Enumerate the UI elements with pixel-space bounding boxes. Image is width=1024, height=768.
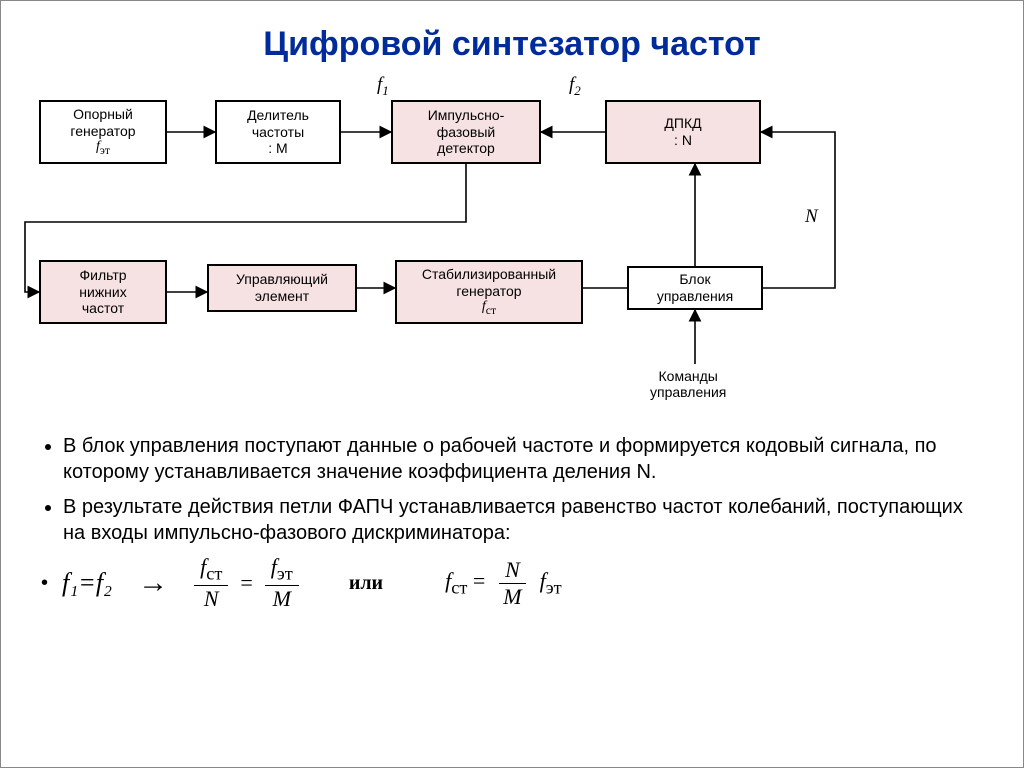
frac-fet-m: fэт M	[265, 556, 299, 610]
block-stab-gen: Стабилизированныйгенераторfст	[395, 260, 583, 324]
block-ctrl-unit: Блокуправления	[627, 266, 763, 310]
bullet-2: В результате действия петли ФАПЧ устанав…	[63, 495, 985, 546]
page-title: Цифровой синтезатор частот	[1, 1, 1023, 64]
block-divider-m: Делительчастоты: M	[215, 100, 341, 164]
annotation-N: N	[805, 206, 818, 228]
eq-fet: fэт	[540, 568, 562, 598]
annotation-f1: f1	[377, 74, 389, 99]
block-diagram: Опорныйгенераторfэт Делительчастоты: M Имп…	[15, 64, 975, 404]
bullet-1: В блок управления поступают данные о раб…	[63, 434, 985, 485]
block-ctrl-elem: Управляющийэлемент	[207, 264, 357, 312]
equals-1: =	[240, 570, 252, 596]
label-cmd: Командыуправления	[650, 368, 726, 400]
block-dpkd: ДПКД: N	[605, 100, 761, 164]
or-label: или	[349, 572, 383, 595]
frac-n-m: N M	[497, 559, 527, 608]
frac-fst-n: fст N	[194, 556, 228, 610]
block-ref-osc: Опорныйгенераторfэт	[39, 100, 167, 164]
block-lpf: Фильтрнижнихчастот	[39, 260, 167, 324]
arrow-icon: →	[138, 566, 168, 600]
eq-fst: fст =	[445, 568, 485, 598]
annotation-f2: f2	[569, 74, 581, 99]
block-phase-det: Импульсно-фазовыйдетектор	[391, 100, 541, 164]
bullet-list: В блок управления поступают данные о раб…	[41, 434, 985, 546]
eq-f1f2: f₁=f₂	[62, 568, 112, 598]
equation-bullet: •	[41, 572, 48, 595]
equation-row: • f₁=f₂ → fст N = fэт M или fст = N M fэ…	[41, 556, 985, 610]
